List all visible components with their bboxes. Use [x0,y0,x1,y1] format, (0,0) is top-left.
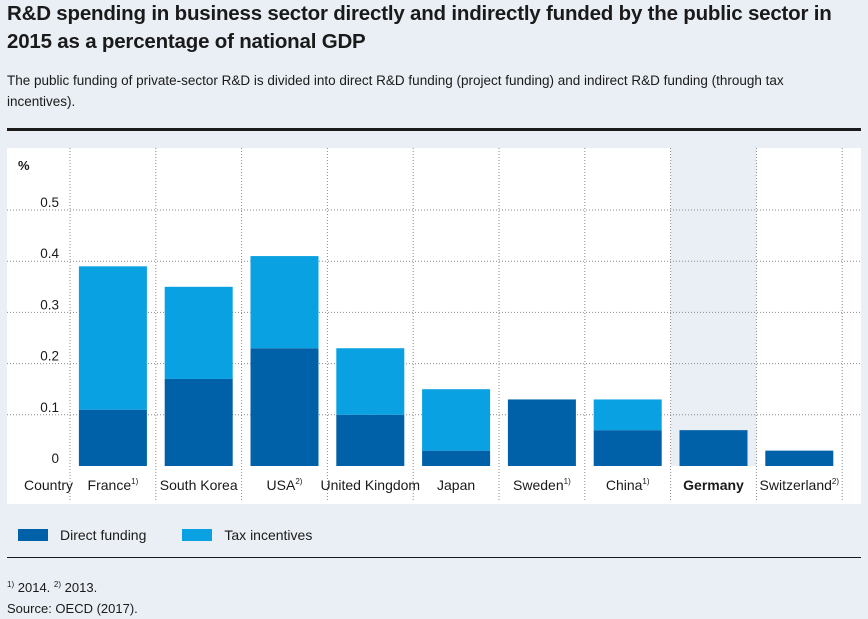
footnote-2-text: 2013. [64,580,98,595]
legend-swatch-direct [18,529,48,541]
category-name: France [88,477,132,493]
bar-tax-incentives [422,389,491,451]
category-name: USA [267,477,296,493]
chart-subtitle: The public funding of private-sector R&D… [7,73,784,109]
footnotes: 1) 2014. 2) 2013. Source: OECD (2017). [7,574,138,619]
y-tick-label: 0.2 [40,349,59,364]
y-axis-unit: % [18,158,30,173]
legend-label-direct: Direct funding [60,527,147,543]
x-tick-label: Switzerland2) [760,477,840,493]
category-name: China [606,477,643,493]
bar-tax-incentives [164,286,233,379]
category-name: Japan [437,477,475,493]
category-name: Sweden [513,477,564,493]
bar-direct-funding [78,409,147,466]
y-tick-label: 0.3 [40,297,59,312]
footnote-1-text: 2014. [17,580,51,595]
category-footnote-mark: 2) [295,477,302,486]
bar-direct-funding [422,450,491,466]
category-name: Switzerland [760,477,832,493]
category-footnote-mark: 2) [832,477,839,486]
legend-item-tax: Tax incentives [182,527,312,543]
category-footnote-mark: 1) [642,477,649,486]
bar-tax-incentives [336,348,405,415]
y-tick-label: 0 [51,451,59,466]
footnote-2-mark: 2) [53,580,62,589]
bar-direct-funding [593,430,662,466]
x-tick-label: United Kingdom [320,477,420,493]
highlight-column [670,148,757,466]
bar-direct-funding [679,430,748,466]
category-name: United Kingdom [320,477,420,493]
y-tick-label: 0.4 [40,246,59,261]
bottom-rule [7,557,861,558]
x-tick-label: Japan [437,477,475,493]
footnote-1-mark: 1) [7,580,15,589]
legend: Direct funding Tax incentives [18,524,348,546]
y-tick-label: 0.5 [40,195,59,210]
x-tick-label: Germany [683,477,744,493]
chart-title: R&D spending in business sector directly… [7,2,832,53]
bar-tax-incentives [593,399,662,431]
x-tick-label: France1) [88,477,139,493]
legend-item-direct: Direct funding [18,527,146,543]
bar-direct-funding [164,378,233,466]
bar-tax-incentives [250,256,319,349]
y-tick-label: 0.1 [40,400,59,415]
x-axis-label: Country [24,477,73,493]
bar-direct-funding [765,450,834,466]
x-tick-label: South Korea [160,477,238,493]
x-tick-label: Sweden1) [513,477,571,493]
category-footnote-mark: 1) [131,477,138,486]
category-footnote-mark: 1) [564,477,571,486]
x-tick-label: China1) [606,477,650,493]
legend-swatch-tax [182,529,213,541]
bar-direct-funding [250,348,319,466]
footnote-years: 1) 2014. 2) 2013. [7,574,138,598]
category-name: Germany [683,477,744,493]
category-name: South Korea [160,477,238,493]
bar-direct-funding [507,399,576,466]
bar-tax-incentives [78,266,147,410]
x-tick-label: USA2) [267,477,303,493]
legend-label-tax: Tax incentives [224,527,313,543]
bar-direct-funding [336,414,405,466]
source-note: Source: OECD (2017). [7,601,138,616]
top-rule [7,128,861,131]
